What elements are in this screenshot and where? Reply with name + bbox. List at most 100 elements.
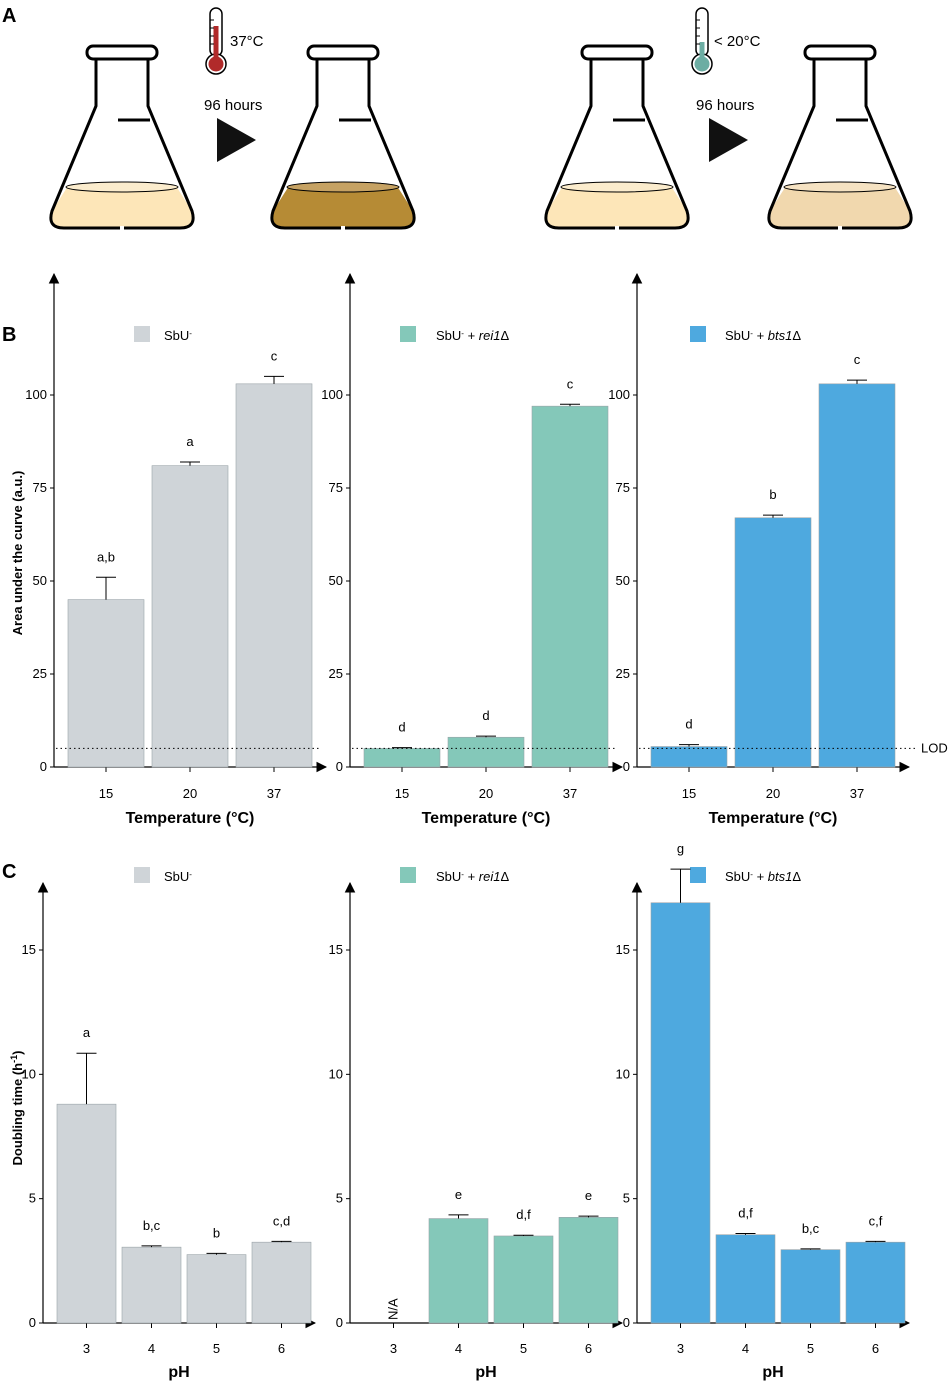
significance-letter: b,c	[143, 1218, 161, 1233]
y-tick-label: 25	[33, 666, 47, 681]
panel-b-y-axis-title: Area under the curve (a.u.)	[10, 471, 25, 636]
legend-swatch	[134, 326, 150, 342]
bar	[650, 746, 728, 768]
x-axis-title: pH	[168, 1364, 189, 1381]
y-tick-label: 10	[22, 1066, 36, 1081]
lod-label: LOD	[921, 740, 948, 755]
significance-letter: c	[271, 348, 278, 363]
significance-letter: b	[769, 487, 776, 502]
legend-swatch	[134, 867, 150, 883]
x-tick-label: 20	[766, 786, 780, 801]
x-tick-label: 4	[148, 1341, 155, 1356]
y-tick-label: 10	[616, 1066, 630, 1081]
x-tick-label: 3	[83, 1341, 90, 1356]
legend-swatch	[690, 326, 706, 342]
x-axis-title: Temperature (°C)	[422, 810, 551, 827]
legend-label: SbU-	[164, 328, 192, 343]
x-tick-label: 6	[278, 1341, 285, 1356]
x-tick-label: 5	[213, 1341, 220, 1356]
x-tick-label: 3	[677, 1341, 684, 1356]
y-tick-label: 0	[29, 1315, 36, 1330]
legend-label: SbU- + bts1Δ	[725, 328, 801, 343]
bar	[186, 1254, 247, 1324]
y-tick-label: 15	[22, 942, 36, 957]
flask-before-warm	[49, 44, 195, 230]
significance-letter: c,f	[869, 1213, 883, 1228]
x-tick-label: 3	[390, 1341, 397, 1356]
bar-na-label: N/A	[386, 1298, 401, 1320]
panel-label-c: C	[2, 861, 16, 883]
x-tick-label: 37	[267, 786, 281, 801]
y-tick-label: 25	[616, 666, 630, 681]
bar	[67, 599, 145, 768]
significance-letter: d	[685, 717, 692, 732]
medium-dark	[271, 186, 415, 228]
y-tick-label: 75	[329, 480, 343, 495]
significance-letter: b	[213, 1225, 220, 1240]
medium-fresh	[50, 186, 194, 228]
bar	[650, 902, 711, 1324]
bar	[447, 736, 525, 768]
legend-label: SbU- + rei1Δ	[436, 869, 509, 884]
significance-letter: a	[186, 434, 194, 449]
x-axis-title: Temperature (°C)	[126, 810, 255, 827]
panel-c-y-axis-title: Doubling time (h-1)	[9, 1051, 25, 1166]
significance-letter: g	[677, 841, 684, 856]
y-tick-label: 100	[321, 387, 343, 402]
bar	[56, 1103, 117, 1324]
significance-letter: c,d	[273, 1213, 290, 1228]
thermometer-warm-icon	[205, 7, 227, 75]
y-tick-label: 100	[608, 387, 630, 402]
y-tick-label: 10	[329, 1066, 343, 1081]
legend-label: SbU-	[164, 869, 192, 884]
significance-letter: d,f	[516, 1207, 531, 1222]
x-tick-label: 5	[520, 1341, 527, 1356]
thermometer-cold-icon	[691, 7, 713, 75]
x-tick-label: 20	[183, 786, 197, 801]
flask-after-warm	[270, 44, 416, 230]
x-axis-title: pH	[475, 1364, 496, 1381]
significance-letter: d	[398, 720, 405, 735]
significance-letter: a,b	[97, 549, 115, 564]
y-tick-label: 0	[336, 1315, 343, 1330]
y-tick-label: 0	[40, 759, 47, 774]
y-tick-label: 50	[33, 573, 47, 588]
significance-letter: d	[482, 708, 489, 723]
x-tick-label: 4	[742, 1341, 749, 1356]
legend-label: SbU- + bts1Δ	[725, 869, 801, 884]
bar	[845, 1241, 906, 1324]
time-cold-label: 96 hours	[696, 97, 754, 114]
x-tick-label: 6	[872, 1341, 879, 1356]
arrow-cold-icon	[709, 118, 748, 162]
significance-letter: c	[567, 376, 574, 391]
bar	[558, 1217, 619, 1324]
significance-letter: c	[854, 352, 861, 367]
time-warm-label: 96 hours	[204, 97, 262, 114]
x-axis-title: Temperature (°C)	[709, 810, 838, 827]
panel-c-chart: SbU- 0 5 10 15 3 a 4 b,c 5 b 6 c,d pH SbU- + rei1Δ 0 5 10…	[22, 841, 911, 1381]
significance-letter: a	[83, 1025, 91, 1040]
y-tick-label: 75	[616, 480, 630, 495]
bar	[363, 748, 441, 768]
panel-b-chart: SbU- 0 25 50 75 100 15 a,b 20 a 37 c Temperature (°C…	[25, 272, 948, 827]
y-tick-label: 5	[29, 1191, 36, 1206]
y-tick-label: 15	[616, 942, 630, 957]
significance-letter: b,c	[802, 1221, 820, 1236]
panel-label-a: A	[2, 5, 16, 27]
bar	[151, 465, 229, 768]
bar	[251, 1241, 312, 1324]
medium-light	[768, 186, 912, 228]
temperature-cold-label: < 20°C	[714, 33, 761, 50]
y-tick-label: 50	[616, 573, 630, 588]
x-tick-label: 15	[395, 786, 409, 801]
x-tick-label: 37	[850, 786, 864, 801]
y-tick-label: 5	[336, 1191, 343, 1206]
x-tick-label: 20	[479, 786, 493, 801]
arrow-warm-icon	[217, 118, 256, 162]
bar	[235, 383, 313, 768]
x-tick-label: 15	[99, 786, 113, 801]
significance-letter: e	[455, 1187, 462, 1202]
x-tick-label: 4	[455, 1341, 462, 1356]
bar	[493, 1235, 554, 1324]
